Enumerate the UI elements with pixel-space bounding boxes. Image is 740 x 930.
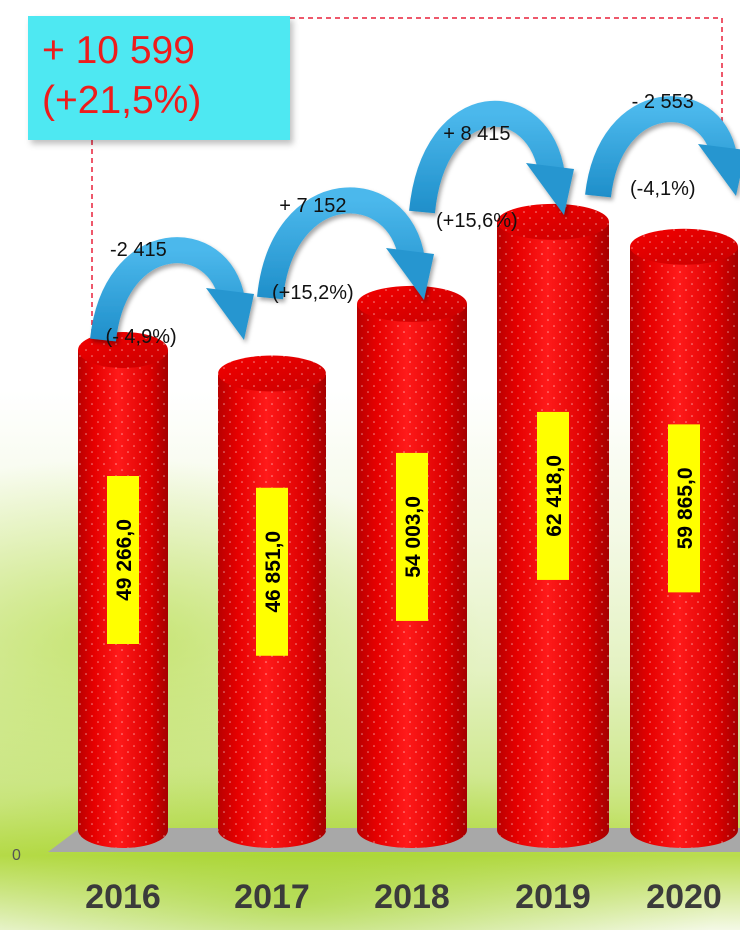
bar-2017: 46 851,0: [218, 355, 326, 848]
arrow-head: [698, 144, 740, 196]
change-absolute: + 8 415: [443, 123, 511, 145]
change-absolute: -2 415: [109, 239, 167, 261]
bar-top-texture: [78, 332, 168, 368]
x-axis-labels: 2016 2017 2018 2019 2020: [85, 878, 722, 916]
x-tick-2020: 2020: [646, 878, 722, 916]
bar-top-texture: [357, 285, 467, 322]
bar-value-label: 59 865,0: [668, 424, 700, 593]
x-tick-2018: 2018: [374, 878, 450, 916]
change-percent: (+15,2%): [272, 282, 354, 304]
arrow-shaft: [90, 237, 245, 342]
value-label-text: 54 003,0: [402, 496, 425, 578]
arrow-head: [386, 248, 434, 300]
change-label-2018-2019: + 8 415 (+15,6%): [436, 62, 518, 265]
total-change-box: + 10 599 (+21,5%): [28, 16, 290, 140]
total-change-percent: (+21,5%): [42, 79, 202, 122]
x-tick-2019: 2019: [515, 878, 591, 916]
arrow-head: [526, 163, 574, 215]
value-label-text: 59 865,0: [674, 467, 697, 549]
value-label-text: 62 418,0: [543, 455, 566, 537]
bar-top-texture: [630, 228, 738, 265]
bar-2016: 49 266,0: [78, 332, 168, 848]
change-percent: (+15,6%): [436, 210, 518, 232]
change-arrow-2016-2017: [90, 237, 254, 342]
total-change-value: + 10 599: [42, 29, 195, 72]
value-label-bg: [668, 424, 700, 593]
y-axis-tick-label: 0: [12, 847, 21, 864]
arrow-shaft: [409, 100, 565, 214]
arrow-shaft: [585, 96, 737, 198]
change-arrow-2017-2018: [257, 187, 434, 300]
value-label-bg: [256, 487, 288, 656]
change-absolute: - 2 553: [631, 91, 694, 113]
change-arrows: [90, 96, 740, 342]
change-absolute: + 7 152: [279, 195, 347, 217]
value-label-bg: [396, 452, 428, 621]
bar-value-label: 54 003,0: [396, 452, 428, 621]
bar-top-texture: [218, 355, 326, 392]
bar-value-label: 46 851,0: [256, 487, 288, 656]
x-tick-2017: 2017: [234, 878, 310, 916]
bar-top-texture: [497, 203, 609, 240]
change-arrow-2019-2020: [585, 96, 740, 198]
change-percent: (-4,1%): [630, 178, 696, 200]
value-label-text: 46 851,0: [262, 531, 285, 613]
bar-value-label: 62 418,0: [537, 411, 569, 580]
bar-2020: 59 865,0: [630, 228, 738, 848]
change-label-2019-2020: - 2 553 (-4,1%): [630, 30, 696, 233]
bar-2019: 62 418,0: [497, 203, 609, 849]
bar-2018: 54 003,0: [357, 285, 467, 848]
change-percent: (- 4,9%): [100, 326, 177, 348]
arrow-shaft: [257, 187, 425, 300]
value-label-bg: [107, 476, 139, 644]
bars: 49 266,0 46 851,0 54 003,0 62 418,0 59 865,0: [78, 203, 738, 849]
x-tick-2016: 2016: [85, 878, 161, 916]
value-label-text: 49 266,0: [113, 519, 136, 601]
change-label-2016-2017: -2 415 (- 4,9%): [100, 178, 177, 381]
guide-line-top-right: [290, 17, 723, 178]
value-label-bg: [537, 411, 569, 580]
change-arrow-2018-2019: [409, 100, 574, 215]
arrow-head: [206, 288, 254, 340]
change-label-2017-2018: + 7 152 (+15,2%): [272, 134, 354, 337]
bar-value-label: 49 266,0: [107, 476, 139, 644]
